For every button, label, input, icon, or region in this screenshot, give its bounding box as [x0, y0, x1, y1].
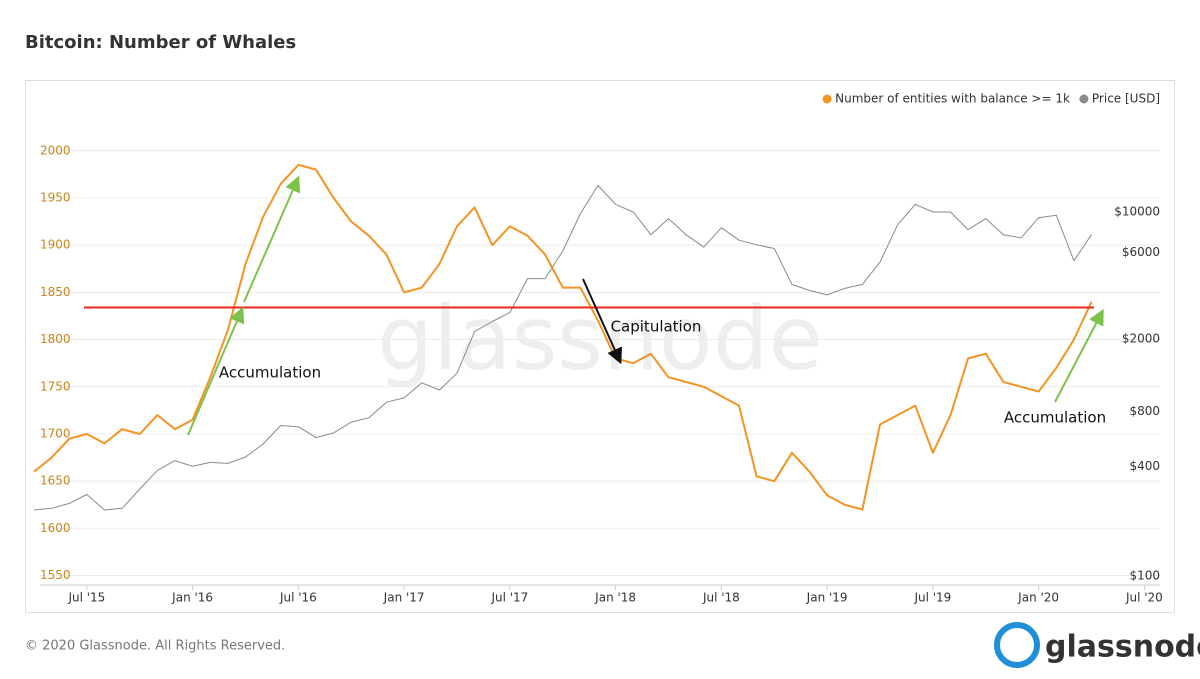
logo: glassnode [1045, 630, 1200, 665]
x-tick-label: Jan '18 [594, 591, 636, 605]
x-tick-label: Jan '19 [806, 591, 848, 605]
annotation: Accumulation [219, 364, 321, 382]
series-line [33, 163, 1093, 511]
y2-tick-label: $6000 [1122, 245, 1160, 259]
x-tick-label: Jan '17 [383, 591, 425, 605]
annotation-arrow [1054, 308, 1104, 403]
x-tick-label: Jul '18 [702, 591, 740, 605]
annotation-arrow [243, 175, 301, 303]
y-tick-label: 1750 [40, 379, 71, 393]
logo-icon [994, 622, 1040, 668]
x-tick-label: Jan '20 [1017, 591, 1059, 605]
y2-tick-label: $10000 [1114, 204, 1160, 218]
y-tick-label: 1900 [40, 238, 71, 252]
chart-frame [25, 80, 1175, 613]
legend-swatch [1079, 94, 1089, 104]
legend-label: Number of entities with balance >= 1k [835, 92, 1070, 106]
x-tick-label: Jul '16 [279, 591, 317, 605]
series-line [33, 184, 1092, 511]
legend-swatch [822, 94, 832, 104]
x-tick-label: Jul '20 [1125, 591, 1163, 605]
y-tick-label: 1800 [40, 332, 71, 346]
y2-tick-label: $2000 [1122, 332, 1160, 346]
footer: © 2020 Glassnode. All Rights Reserved. [25, 639, 285, 654]
annotation-arrow [582, 278, 623, 365]
y-tick-label: 1550 [40, 568, 71, 582]
annotation: Capitulation [611, 318, 702, 336]
y2-tick-label: $800 [1129, 404, 1160, 418]
y2-tick-label: $100 [1129, 568, 1160, 582]
watermark: glassnode [377, 287, 823, 390]
x-tick-label: Jul '17 [490, 591, 528, 605]
x-tick-label: Jul '19 [913, 591, 951, 605]
y-tick-label: 1850 [40, 285, 71, 299]
annotation-arrow [187, 306, 245, 436]
x-tick-label: Jan '16 [171, 591, 213, 605]
y-tick-label: 1600 [40, 521, 71, 535]
y2-tick-label: $400 [1129, 459, 1160, 473]
legend-label: Price [USD] [1092, 92, 1160, 106]
y-tick-label: 1950 [40, 190, 71, 204]
chart-title: Bitcoin: Number of Whales [25, 32, 296, 53]
y-tick-label: 1700 [40, 426, 71, 440]
y-tick-label: 2000 [40, 143, 71, 157]
annotation: Accumulation [1004, 409, 1106, 427]
x-tick-label: Jul '15 [67, 591, 105, 605]
y-tick-label: 1650 [40, 474, 71, 488]
